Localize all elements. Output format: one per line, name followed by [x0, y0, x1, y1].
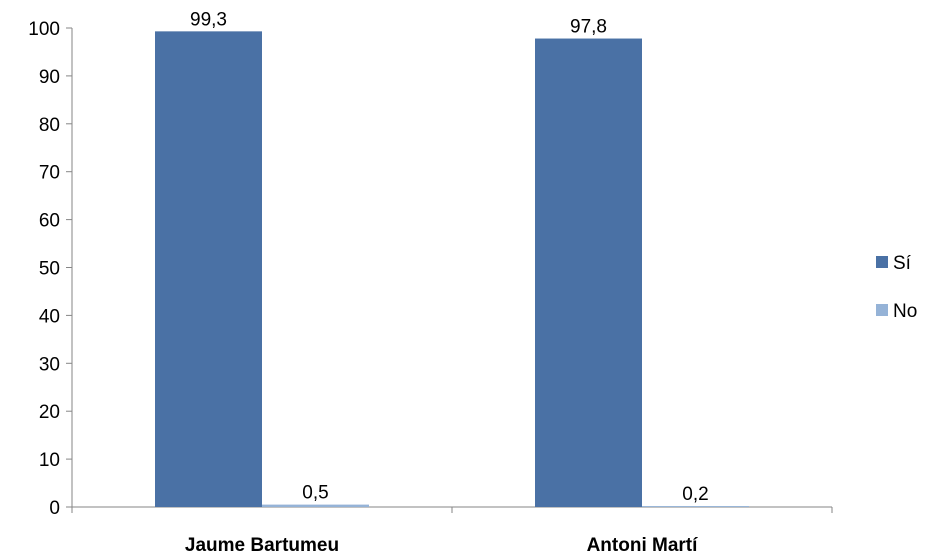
bar-si	[535, 39, 642, 507]
data-label: 0,2	[682, 484, 708, 505]
legend-swatch	[876, 304, 888, 316]
bars-group	[155, 31, 749, 507]
x-axis: Jaume Bartumeu Antoni Martí	[72, 507, 832, 556]
legend-label: Sí	[893, 253, 912, 274]
y-tick-label: 20	[39, 402, 60, 423]
y-tick-label: 30	[39, 354, 60, 375]
y-tick-label: 90	[39, 67, 60, 88]
y-axis: 0 10 20 30 40 50 60 70 80 90 100	[28, 19, 72, 519]
legend-label: No	[893, 301, 917, 322]
y-tick-label: 0	[49, 498, 60, 519]
bar-no	[262, 505, 369, 507]
bar-si	[155, 31, 262, 507]
y-tick-label: 10	[39, 450, 60, 471]
data-label: 0,5	[302, 483, 328, 504]
x-category-label: Jaume Bartumeu	[185, 535, 339, 556]
y-tick-label: 80	[39, 115, 60, 136]
legend: Sí No	[876, 253, 917, 322]
data-label: 99,3	[190, 9, 227, 30]
data-label: 97,8	[570, 17, 607, 38]
x-category-label: Antoni Martí	[587, 535, 699, 556]
y-tick-label: 40	[39, 306, 60, 327]
y-tick-label: 70	[39, 163, 60, 184]
legend-swatch	[876, 256, 888, 268]
y-tick-label: 100	[28, 19, 60, 40]
y-tick-label: 50	[39, 259, 60, 280]
bar-no	[642, 506, 749, 507]
y-tick-label: 60	[39, 211, 60, 232]
